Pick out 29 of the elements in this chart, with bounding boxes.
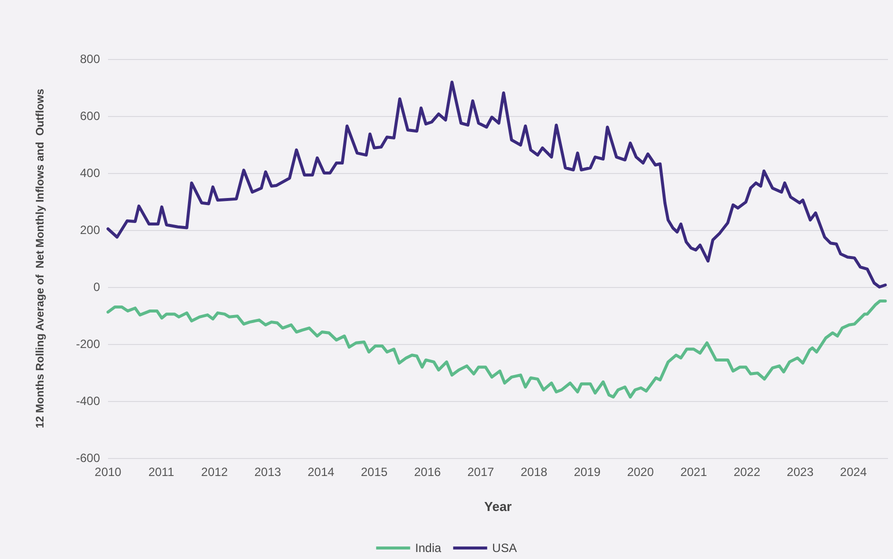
x-tick-label: 2010 [94, 465, 122, 479]
y-tick-label: -200 [76, 337, 100, 351]
legend-label: USA [492, 541, 517, 555]
x-tick-label: 2020 [627, 465, 654, 479]
x-tick-label: 2018 [520, 465, 548, 479]
x-tick-label: 2021 [680, 465, 708, 479]
y-tick-label: 600 [80, 109, 100, 123]
x-tick-label: 2013 [254, 465, 282, 479]
x-tick-label: 2016 [414, 465, 442, 479]
x-tick-label: 2012 [201, 465, 228, 479]
y-tick-label: 400 [80, 166, 100, 180]
x-tick-label: 2022 [734, 465, 761, 479]
y-tick-label: -400 [76, 394, 100, 408]
x-tick-label: 2015 [360, 465, 388, 479]
y-tick-label: -600 [76, 451, 100, 465]
y-tick-label: 0 [93, 280, 100, 294]
legend-label: India [415, 541, 442, 555]
x-tick-label: 2017 [467, 465, 494, 479]
line-series [106, 80, 887, 288]
y-tick-label: 200 [80, 223, 100, 237]
x-tick-label: 2024 [840, 465, 868, 479]
y-tick-label: 800 [80, 52, 100, 66]
x-axis-title: Year [484, 499, 512, 514]
line-series [106, 299, 887, 399]
x-tick-label: 2023 [786, 465, 814, 479]
x-tick-label: 2014 [308, 465, 335, 479]
x-tick-label: 2019 [574, 465, 601, 479]
x-tick-label: 2011 [148, 465, 174, 479]
y-axis-title: 12 Months Rolling Average of Net Monthly Inflows and Outflows [34, 88, 46, 428]
